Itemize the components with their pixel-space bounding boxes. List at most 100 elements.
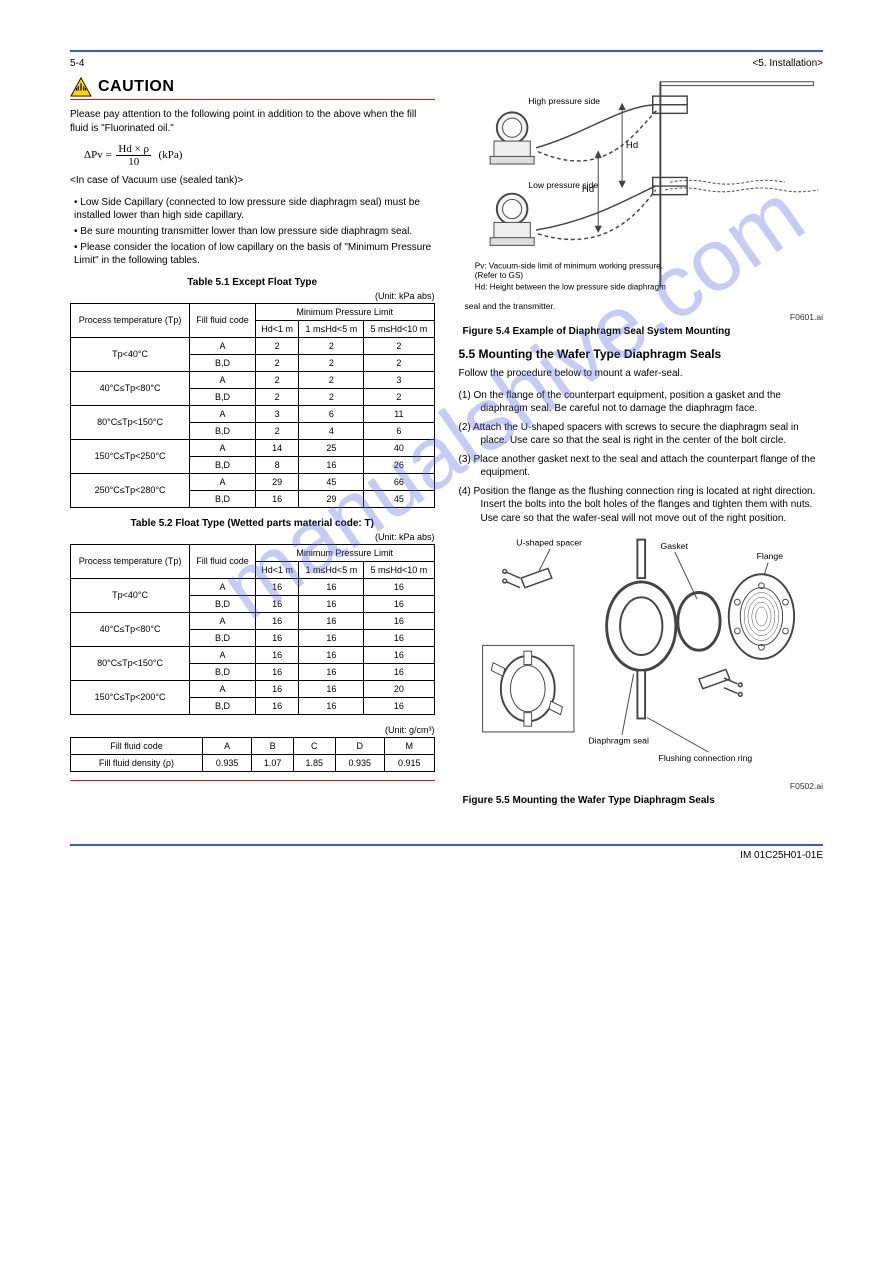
th: A: [202, 737, 251, 754]
td: 2: [255, 371, 299, 388]
step-item: On the flange of the counterpart equipme…: [481, 389, 824, 416]
td: 150°C≤Tp<250°C: [71, 439, 190, 473]
td: 2: [299, 371, 364, 388]
th: C: [293, 737, 335, 754]
formula-numerator: Hd × ρ: [116, 143, 151, 156]
th: Fill fluid code: [190, 544, 256, 578]
td: A: [190, 578, 256, 595]
td: 1.85: [293, 754, 335, 771]
td: 25: [299, 439, 364, 456]
td: 2: [299, 337, 364, 354]
figure-5-4: Hd Hd High pressure side Low pressure si…: [459, 77, 824, 297]
td: B,D: [190, 456, 256, 473]
top-rule: [70, 50, 823, 52]
svg-text:Diaphragm seal: Diaphragm seal: [588, 735, 649, 745]
td: 16: [364, 595, 434, 612]
td: 16: [299, 646, 364, 663]
td: 29: [255, 473, 299, 490]
svg-text:Flange: Flange: [756, 551, 783, 561]
td: 0.935: [202, 754, 251, 771]
svg-text:Gasket: Gasket: [660, 541, 688, 551]
fig1-caption: Figure 5.4 Example of Diaphragm Seal Sys…: [463, 326, 824, 337]
td: 14: [255, 439, 299, 456]
td: 3: [364, 371, 434, 388]
td: 2: [255, 422, 299, 439]
page-footer: IM 01C25H01-01E: [70, 850, 823, 861]
lp-label: Low pressure side: [528, 180, 598, 190]
td: 16: [255, 646, 299, 663]
td: A: [190, 337, 256, 354]
th: Hd<1 m: [255, 561, 299, 578]
section-heading: 5.5 Mounting the Wafer Type Diaphragm Se…: [459, 347, 824, 361]
bullet-item: Low Side Capillary (connected to low pre…: [74, 196, 435, 222]
td: 40: [364, 439, 434, 456]
right-column: Hd Hd High pressure side Low pressure si…: [459, 77, 824, 814]
table1: Process temperature (Tp) Fill fluid code…: [70, 303, 435, 508]
td: 16: [255, 490, 299, 507]
td: 250°C≤Tp<280°C: [71, 473, 190, 507]
td: 1.07: [252, 754, 294, 771]
td: 16: [255, 629, 299, 646]
td: B,D: [190, 663, 256, 680]
td: 29: [299, 490, 364, 507]
th: D: [335, 737, 384, 754]
bullet-list: Low Side Capillary (connected to low pre…: [70, 196, 435, 267]
page-number: 5-4: [70, 58, 84, 69]
th: Minimum Pressure Limit: [255, 303, 434, 320]
td: 2: [255, 354, 299, 371]
td: 150°C≤Tp<200°C: [71, 680, 190, 714]
td: 6: [299, 405, 364, 422]
svg-text:Flushing connection ring: Flushing connection ring: [658, 753, 752, 763]
hd-note-cont: seal and the transmitter.: [465, 301, 824, 311]
th: 1 m≤Hd<5 m: [299, 320, 364, 337]
th: 5 m≤Hd<10 m: [364, 561, 434, 578]
td: Fill fluid density (ρ): [71, 754, 203, 771]
td: B,D: [190, 388, 256, 405]
caution-icon: [70, 77, 92, 97]
td: 16: [299, 680, 364, 697]
td: A: [190, 473, 256, 490]
bullet-item: Be sure mounting transmitter lower than …: [74, 225, 435, 238]
step-item: Place another gasket next to the seal an…: [481, 453, 824, 480]
td: 16: [364, 612, 434, 629]
table2: Process temperature (Tp) Fill fluid code…: [70, 544, 435, 715]
section-text: Follow the procedure below to mount a wa…: [459, 367, 824, 381]
th: Minimum Pressure Limit: [255, 544, 434, 561]
td: A: [190, 680, 256, 697]
fig2-ref: F0502.ai: [459, 781, 824, 791]
table2-unit: (Unit: kPa abs): [70, 532, 435, 542]
th: Fill fluid code: [190, 303, 256, 337]
td: 45: [364, 490, 434, 507]
td: A: [190, 371, 256, 388]
pv-note: (Refer to GS): [474, 271, 523, 280]
td: 16: [364, 629, 434, 646]
td: 16: [255, 612, 299, 629]
th: B: [252, 737, 294, 754]
th: Process temperature (Tp): [71, 544, 190, 578]
td: 16: [364, 646, 434, 663]
caution-bottom-rule: [70, 780, 435, 781]
th: M: [385, 737, 435, 754]
td: 80°C≤Tp<150°C: [71, 646, 190, 680]
th: Hd<1 m: [255, 320, 299, 337]
td: 4: [299, 422, 364, 439]
table3-unit: (Unit: g/cm³): [70, 725, 435, 735]
bottom-rule: [70, 844, 823, 846]
td: 40°C≤Tp<80°C: [71, 371, 190, 405]
td: 2: [255, 337, 299, 354]
table3: Fill fluid code A B C D M Fill fluid den…: [70, 737, 435, 772]
formula-unit: (kPa): [159, 149, 183, 161]
td: 45: [299, 473, 364, 490]
figure-5-5: U-shaped spacer Gasket Flange: [459, 530, 824, 780]
hp-label: High pressure side: [528, 96, 600, 106]
td: 2: [255, 388, 299, 405]
table1-title: Table 5.1 Except Float Type: [70, 277, 435, 288]
td: 2: [364, 337, 434, 354]
fig1-ref: F0601.ai: [459, 312, 824, 322]
td: B,D: [190, 697, 256, 714]
pv-note: Hd: Height between the low pressure side…: [474, 282, 665, 291]
page-header: 5-4 <5. Installation>: [70, 58, 823, 69]
td: 0.935: [335, 754, 384, 771]
formula-denominator: 10: [116, 156, 151, 168]
td: Tp<40°C: [71, 578, 190, 612]
